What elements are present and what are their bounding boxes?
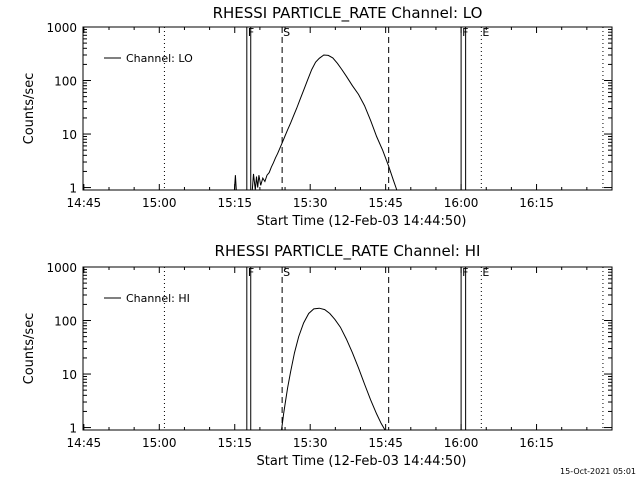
- plot-timestamp: 15-Oct-2021 05:01: [560, 467, 636, 476]
- x-tick-label: 16:15: [519, 436, 554, 450]
- y-tick-label: 100: [54, 315, 77, 329]
- y-tick-label: 10: [62, 368, 77, 382]
- y-tick-label: 1000: [46, 261, 77, 275]
- x-axis-label: Start Time (12-Feb-03 14:44:50): [257, 214, 467, 229]
- x-tick-label: 15:45: [368, 196, 403, 210]
- series-line-hi: [281, 307, 386, 431]
- y-tick-label: 1000: [46, 21, 77, 35]
- event-marker-label: S: [283, 266, 290, 279]
- x-tick-label: 15:45: [368, 436, 403, 450]
- x-axis-label: Start Time (12-Feb-03 14:44:50): [257, 454, 467, 469]
- x-tick-label: 16:00: [444, 196, 479, 210]
- x-tick-label: 15:00: [142, 196, 177, 210]
- panel-1: RHESSI PARTICLE_RATE Channel: LO 14:45 15:…: [22, 4, 613, 229]
- y-tick-label: 1: [69, 182, 77, 196]
- x-tick-label: 15:30: [293, 436, 328, 450]
- y-tick-label: 10: [62, 128, 77, 142]
- legend-label: Channel: LO: [126, 52, 193, 65]
- event-marker-label: S: [283, 26, 290, 39]
- y-tick-label: 100: [54, 75, 77, 89]
- x-tick-label: 15:30: [293, 196, 328, 210]
- panel-2: RHESSI PARTICLE_RATE Channel: HI 14:45 15:…: [22, 242, 613, 469]
- chart-title: RHESSI PARTICLE_RATE Channel: HI: [215, 242, 481, 261]
- y-axis-label: Counts/sec: [22, 313, 37, 385]
- x-tick-label: 15:15: [217, 196, 252, 210]
- y-tick-label: 1: [69, 422, 77, 436]
- series-line-lo: [233, 54, 398, 191]
- x-tick-label: 16:00: [444, 436, 479, 450]
- y-axis-label: Counts/sec: [22, 73, 37, 145]
- event-marker-label: E: [482, 26, 489, 39]
- x-tick-label: 14:45: [67, 196, 102, 210]
- x-tick-label: 15:00: [142, 436, 177, 450]
- chart-title: RHESSI PARTICLE_RATE Channel: LO: [213, 4, 483, 23]
- x-tick-label: 16:15: [519, 196, 554, 210]
- event-marker-label: E: [482, 266, 489, 279]
- x-tick-label: 14:45: [67, 436, 102, 450]
- x-tick-label: 15:15: [217, 436, 252, 450]
- legend-label: Channel: HI: [126, 292, 190, 305]
